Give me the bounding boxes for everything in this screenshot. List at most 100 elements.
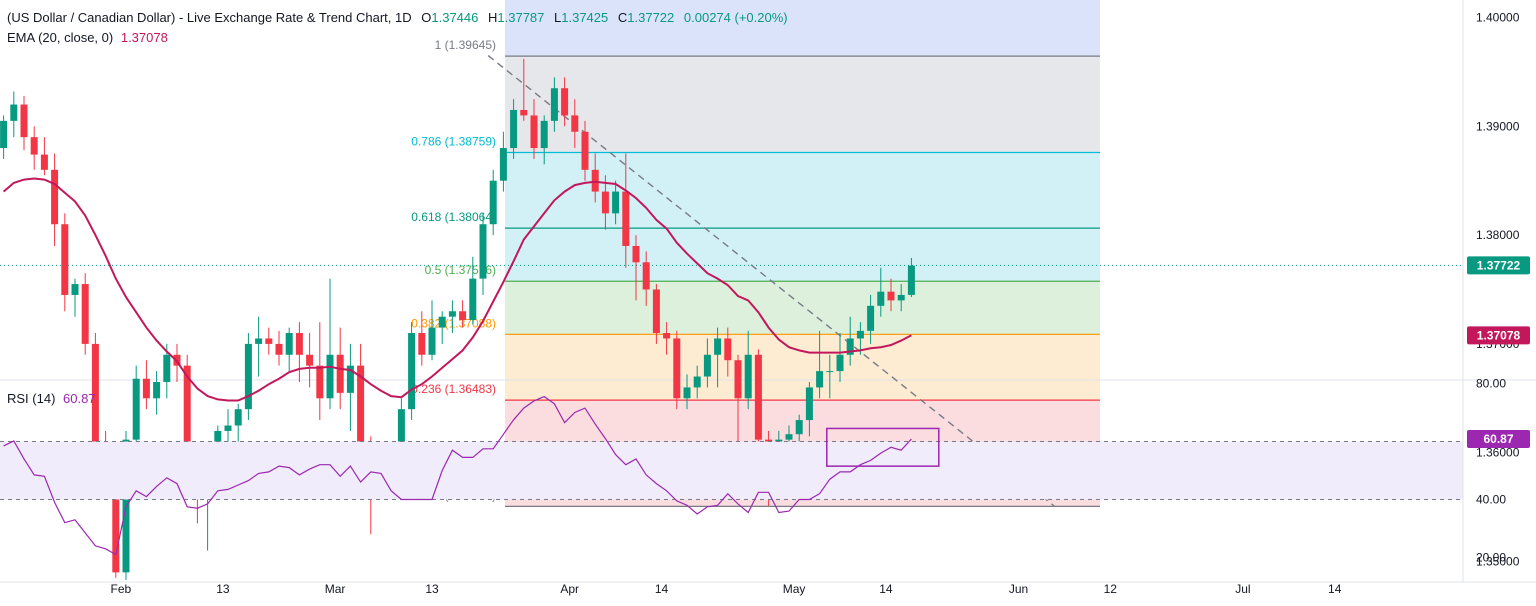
candle[interactable]: [326, 278, 334, 410]
candle-body: [469, 278, 477, 320]
rsi-highlight-box[interactable]: [826, 427, 940, 467]
candle[interactable]: [224, 409, 232, 448]
candle[interactable]: [275, 330, 283, 366]
last-price-badge[interactable]: 1.37722: [1467, 256, 1530, 275]
candle[interactable]: [581, 120, 589, 181]
candle[interactable]: [306, 333, 314, 388]
candle[interactable]: [550, 77, 558, 132]
fib-label-0.236: 0.236 (1.36483): [411, 382, 496, 396]
candle[interactable]: [71, 278, 79, 317]
candle-body: [306, 354, 314, 366]
trendline[interactable]: [487, 55, 1055, 507]
candle[interactable]: [132, 365, 140, 453]
candle[interactable]: [346, 343, 354, 431]
rsi-value: 60.87: [63, 391, 96, 406]
candle[interactable]: [714, 327, 722, 388]
candle[interactable]: [265, 327, 273, 355]
candlestick-series[interactable]: [0, 58, 915, 580]
ema-line: [2, 177, 912, 402]
candle[interactable]: [20, 95, 28, 151]
candle[interactable]: [856, 322, 864, 355]
candle[interactable]: [428, 300, 436, 361]
candle[interactable]: [622, 153, 630, 268]
candle[interactable]: [591, 153, 599, 203]
candle[interactable]: [897, 284, 905, 312]
candle[interactable]: [693, 365, 701, 399]
candle[interactable]: [887, 278, 895, 312]
candle[interactable]: [571, 99, 579, 149]
candle[interactable]: [836, 333, 844, 382]
candle[interactable]: [10, 91, 18, 138]
rsi-badge[interactable]: 60.87: [1467, 429, 1530, 448]
candle[interactable]: [612, 180, 620, 225]
candle[interactable]: [61, 213, 69, 312]
candle[interactable]: [744, 330, 752, 410]
fib-zone-top: [505, 0, 1100, 57]
time-tick-label: 14: [655, 582, 669, 596]
candle[interactable]: [601, 175, 609, 230]
candle[interactable]: [846, 316, 854, 366]
change-value: 0.00274 (+0.20%): [683, 10, 788, 25]
candle-body: [571, 115, 579, 132]
price-axis[interactable]: 1.400001.390001.380001.370001.360001.350…: [1462, 0, 1530, 582]
candle[interactable]: [663, 322, 671, 355]
candle[interactable]: [408, 322, 416, 421]
candle-body: [561, 88, 569, 116]
candle[interactable]: [295, 322, 303, 382]
candle[interactable]: [877, 267, 885, 317]
fibonacci-retracement[interactable]: 1 (1.39645) 0.786 (1.38759) 0.618 (1.38064…: [411, 0, 1100, 507]
candle[interactable]: [826, 354, 834, 399]
candle[interactable]: [652, 284, 660, 344]
candle[interactable]: [51, 153, 59, 246]
candle[interactable]: [867, 294, 875, 344]
descending-trendline[interactable]: [487, 55, 1055, 507]
candle-body: [622, 191, 630, 246]
candle[interactable]: [520, 58, 528, 121]
candle[interactable]: [816, 330, 824, 399]
candle[interactable]: [489, 169, 497, 236]
candle[interactable]: [683, 374, 691, 410]
candle-body: [520, 109, 528, 116]
candle[interactable]: [316, 322, 324, 421]
candle[interactable]: [673, 330, 681, 410]
candle[interactable]: [448, 300, 456, 334]
candle[interactable]: [805, 381, 813, 437]
candle[interactable]: [0, 115, 8, 159]
candle[interactable]: [540, 115, 548, 165]
candle[interactable]: [561, 77, 569, 127]
candle[interactable]: [734, 354, 742, 453]
candle[interactable]: [142, 360, 150, 410]
candle[interactable]: [499, 131, 507, 192]
candle[interactable]: [907, 257, 915, 298]
candle[interactable]: [530, 99, 538, 159]
candle[interactable]: [642, 251, 650, 306]
time-axis[interactable]: Feb 13 Mar 13 Apr 14 May 14 Jun 12 Jul 14: [0, 581, 1536, 596]
candle[interactable]: [754, 349, 762, 442]
candle[interactable]: [234, 403, 242, 442]
candle[interactable]: [479, 213, 487, 295]
candle[interactable]: [632, 235, 640, 301]
candle-body: [601, 191, 609, 214]
candle[interactable]: [703, 338, 711, 388]
candle[interactable]: [510, 99, 518, 159]
candle[interactable]: [40, 137, 48, 176]
candle-body: [10, 104, 18, 121]
candle[interactable]: [81, 273, 89, 355]
candle[interactable]: [285, 327, 293, 372]
candle[interactable]: [438, 311, 446, 344]
symbol-legend: (US Dollar / Canadian Dollar) - Live Exc…: [7, 10, 788, 25]
candle[interactable]: [244, 333, 252, 421]
candle[interactable]: [30, 126, 38, 170]
ema-badge[interactable]: 1.37078: [1467, 326, 1530, 345]
candle[interactable]: [418, 311, 426, 366]
rsi-pane[interactable]: [0, 395, 1463, 556]
candle-body: [642, 262, 650, 290]
candle[interactable]: [255, 316, 263, 377]
candle[interactable]: [459, 300, 467, 328]
low-value: 1.37425: [561, 10, 609, 25]
candle[interactable]: [163, 343, 171, 399]
candle[interactable]: [724, 327, 732, 377]
candle[interactable]: [469, 256, 477, 325]
candle[interactable]: [153, 371, 161, 415]
